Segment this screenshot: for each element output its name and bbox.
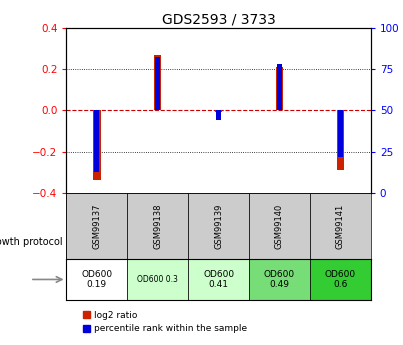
Bar [66,259,127,300]
Text: OD600
0.19: OD600 0.19 [81,270,112,289]
Text: growth protocol: growth protocol [0,237,62,247]
Text: OD600
0.49: OD600 0.49 [264,270,295,289]
Legend: log2 ratio, percentile rank within the sample: log2 ratio, percentile rank within the s… [79,307,250,337]
Text: GSM99140: GSM99140 [275,203,284,249]
Bar [127,259,188,300]
Text: GSM99138: GSM99138 [153,203,162,249]
Bar [155,57,160,110]
Bar [310,259,371,300]
Bar [216,110,221,120]
Bar [127,193,188,259]
Bar [249,193,310,259]
Bar [94,110,100,172]
Text: GSM99139: GSM99139 [214,203,223,249]
Bar [338,110,343,157]
Bar [310,193,371,259]
Bar [188,259,249,300]
Bar [337,110,344,170]
Bar [277,64,282,110]
Text: OD600 0.3: OD600 0.3 [137,275,178,284]
Bar [93,110,101,180]
Text: OD600
0.41: OD600 0.41 [203,270,234,289]
Text: GSM99141: GSM99141 [336,203,345,249]
Bar [215,110,222,112]
Bar [249,259,310,300]
Bar [154,55,162,110]
Title: GDS2593 / 3733: GDS2593 / 3733 [162,12,276,27]
Bar [66,193,127,259]
Bar [276,67,283,110]
Bar [188,193,249,259]
Text: GSM99137: GSM99137 [92,203,102,249]
Text: OD600
0.6: OD600 0.6 [325,270,356,289]
